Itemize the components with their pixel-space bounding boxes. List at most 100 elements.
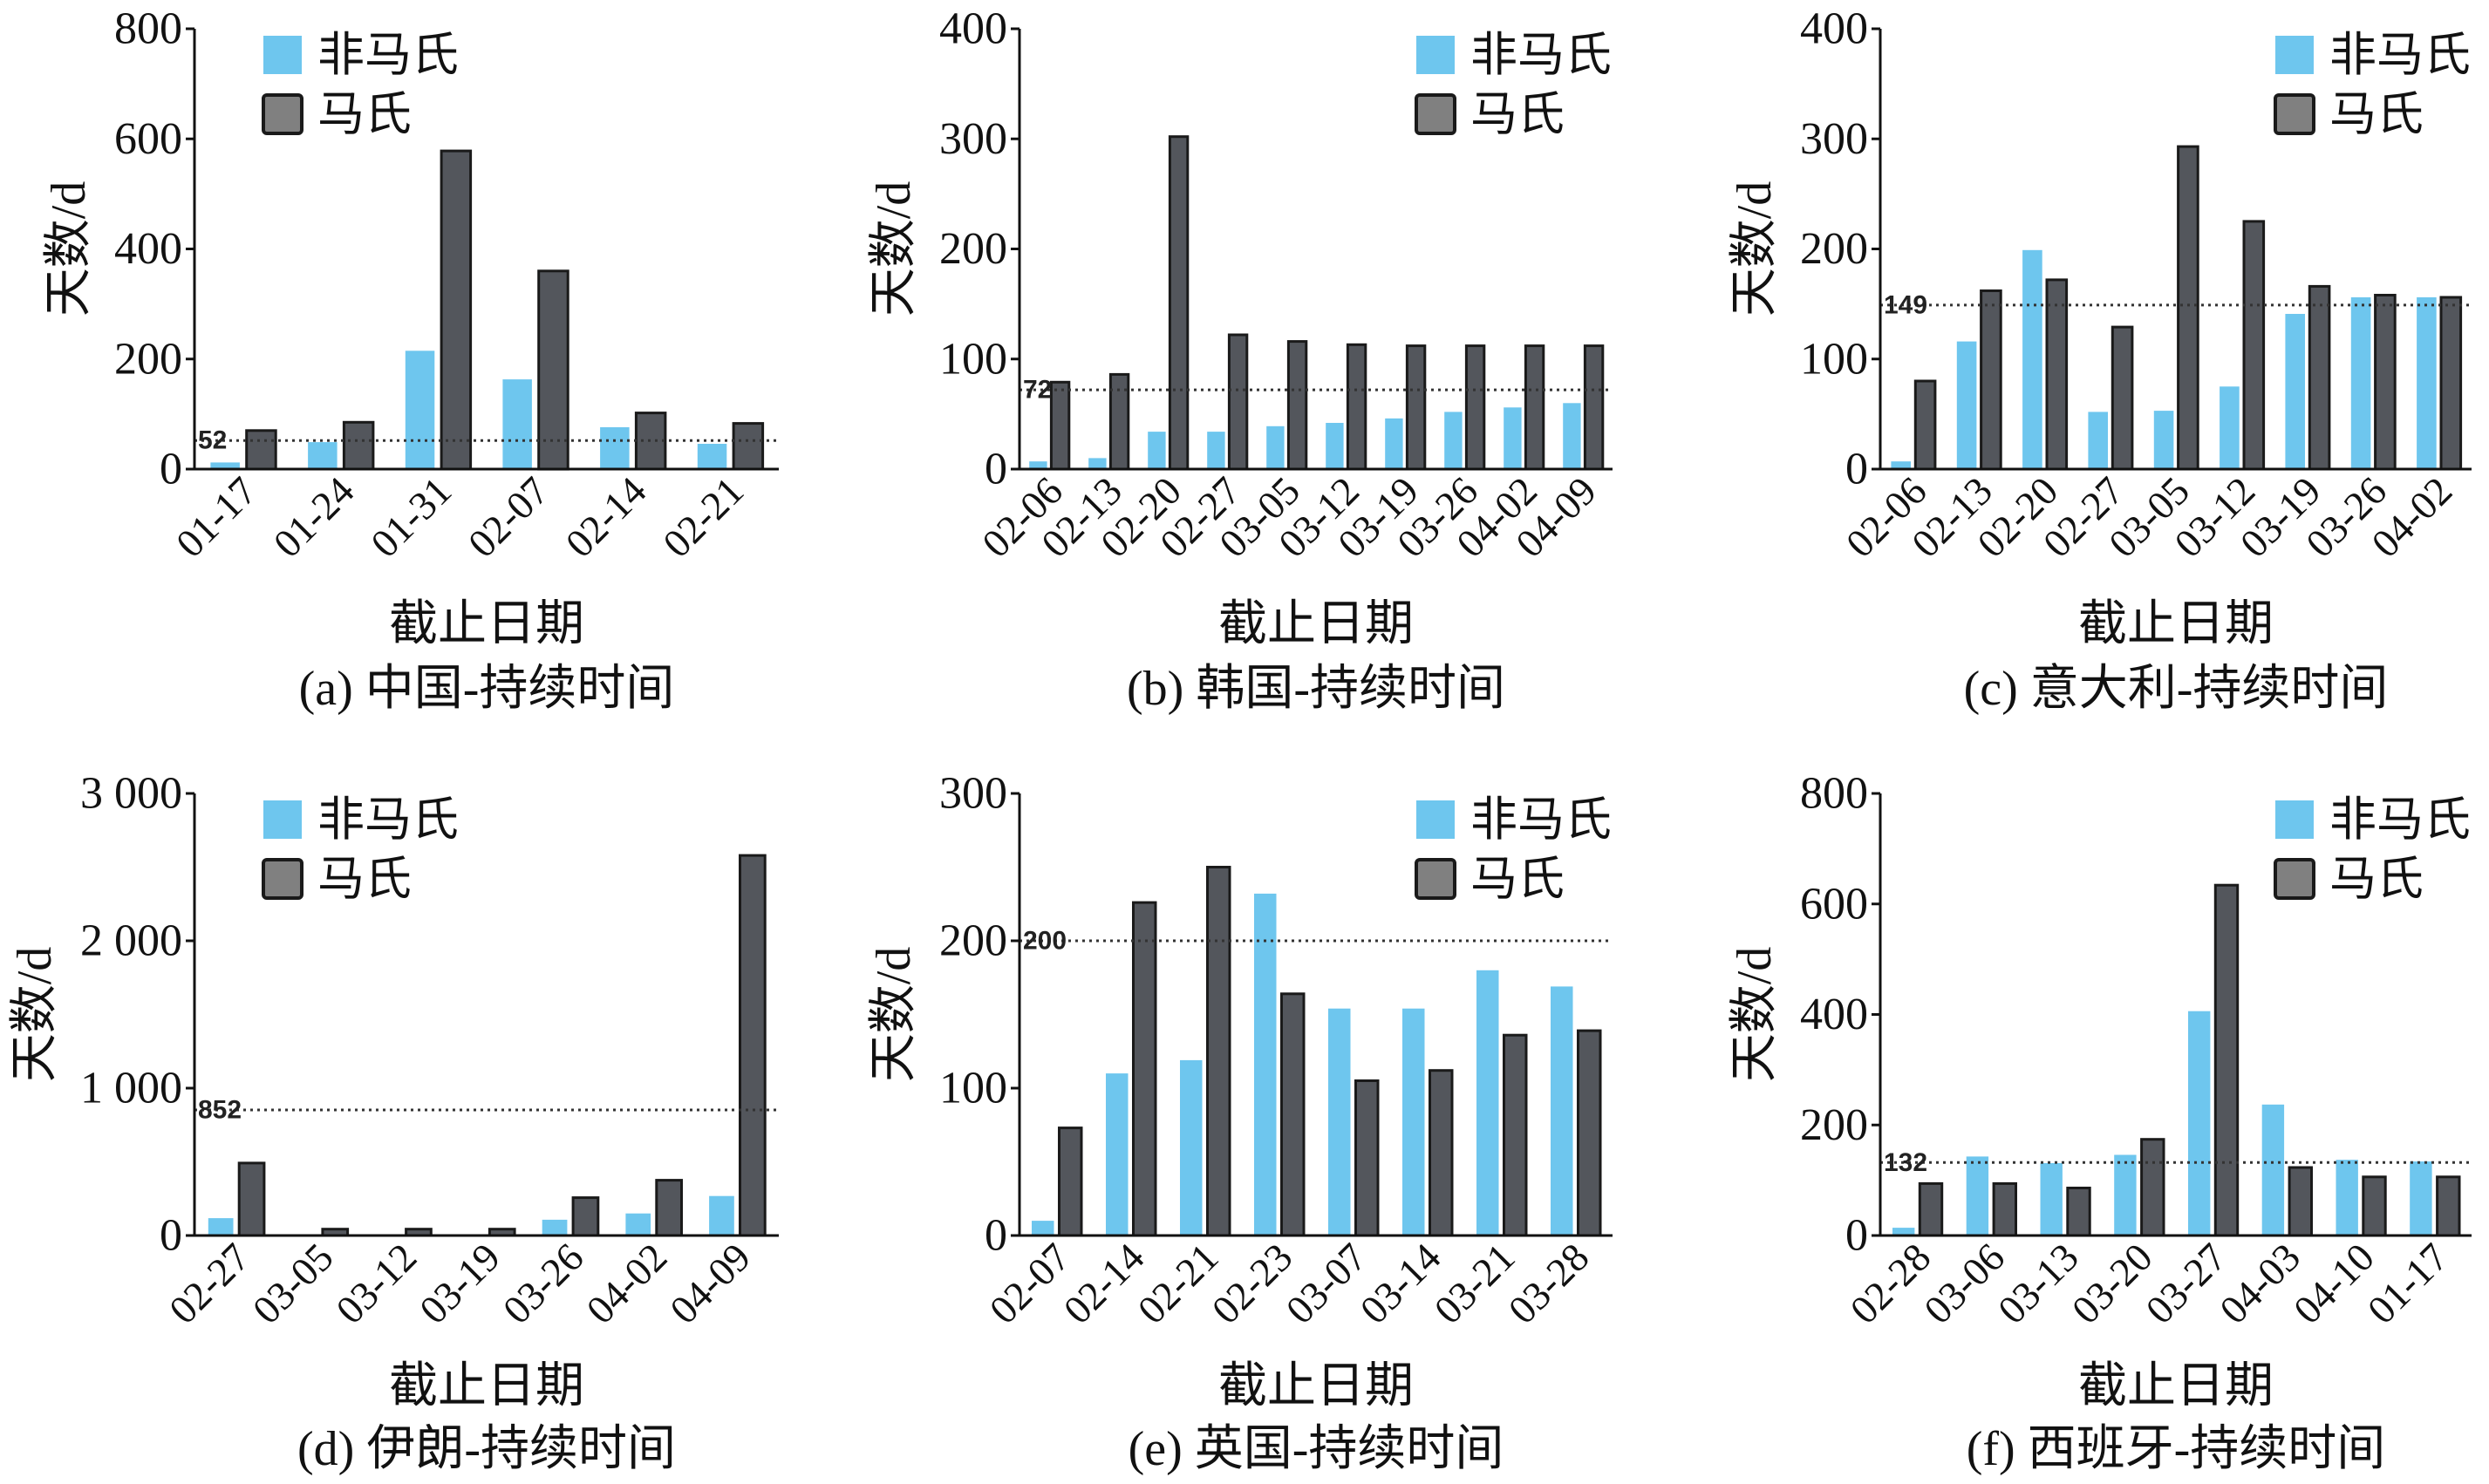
bar-non-mahalanobis-03-27 xyxy=(2188,1011,2211,1236)
legend-label: 非马氏 xyxy=(2329,793,2471,846)
bar-non-mahalanobis-04-02 xyxy=(625,1213,651,1236)
reference-line-label: 200 xyxy=(1023,927,1067,956)
bar-mahalanobis-02-27 xyxy=(1227,333,1249,471)
bars xyxy=(1892,883,2461,1237)
x-tick-label: 03-14 xyxy=(1352,1235,1449,1332)
bar-mahalanobis-02-28 xyxy=(1918,1181,1944,1237)
legend-label: 非马氏 xyxy=(317,29,459,81)
panel-c: 149010020030040002-0602-1302-2002-2703-0… xyxy=(1728,4,2472,716)
bars xyxy=(210,149,765,471)
bar-non-mahalanobis-01-31 xyxy=(405,351,435,469)
bar-non-mahalanobis-03-12 xyxy=(2220,386,2240,469)
bar-mahalanobis-01-17 xyxy=(2436,1175,2461,1237)
bars xyxy=(1029,135,1605,471)
bar-non-mahalanobis-03-14 xyxy=(1402,1008,1425,1236)
x-axis-title: 截止日期 xyxy=(2078,597,2274,651)
bar-non-mahalanobis-04-09 xyxy=(1563,403,1581,470)
bar-non-mahalanobis-04-02 xyxy=(1504,407,1522,469)
legend-swatch-mahalanobis xyxy=(262,93,303,135)
legend-swatch-non-mahalanobis xyxy=(2275,36,2314,74)
panel-caption: (d) 伊朗-持续时间 xyxy=(297,1422,676,1476)
bar-mahalanobis-03-26 xyxy=(2374,294,2397,471)
bar-mahalanobis-04-02 xyxy=(1524,344,1545,471)
x-tick-label: 02-14 xyxy=(1055,1235,1153,1332)
legend-label: 非马氏 xyxy=(2329,29,2471,81)
panel-caption: (e) 英国-持续时间 xyxy=(1129,1422,1504,1476)
y-tick-label: 100 xyxy=(1800,334,1868,384)
bar-mahalanobis-03-19 xyxy=(2308,284,2331,471)
bar-non-mahalanobis-02-27 xyxy=(2088,412,2108,469)
legend-label: 非马氏 xyxy=(1470,29,1612,81)
bar-non-mahalanobis-03-05 xyxy=(1266,425,1285,469)
x-tick-label: 04-09 xyxy=(661,1235,759,1332)
panel-f: 132020040060080002-2803-0603-1303-2003-2… xyxy=(1728,769,2472,1476)
bar-mahalanobis-02-23 xyxy=(1280,992,1306,1237)
y-tick-label: 0 xyxy=(160,445,182,494)
bar-non-mahalanobis-04-10 xyxy=(2336,1160,2358,1236)
x-axis-title: 截止日期 xyxy=(389,1359,584,1413)
bar-mahalanobis-03-06 xyxy=(1992,1181,2018,1237)
bar-non-mahalanobis-02-20 xyxy=(2022,249,2042,469)
legend-label: 马氏 xyxy=(1470,88,1565,140)
y-tick-label: 300 xyxy=(939,114,1007,164)
legend-label: 马氏 xyxy=(2329,853,2424,905)
bar-mahalanobis-02-06 xyxy=(1049,380,1071,471)
bar-non-mahalanobis-03-19 xyxy=(1385,418,1403,469)
bar-mahalanobis-02-07 xyxy=(537,269,569,471)
bar-non-mahalanobis-02-07 xyxy=(1032,1221,1054,1236)
bar-non-mahalanobis-02-06 xyxy=(1891,461,1911,469)
legend-swatch-non-mahalanobis xyxy=(263,36,302,74)
y-axis-title: 天数/d xyxy=(867,947,921,1083)
bar-non-mahalanobis-02-13 xyxy=(1956,341,1977,469)
x-tick-label: 02-23 xyxy=(1204,1235,1301,1332)
x-axis-title: 截止日期 xyxy=(1218,1359,1414,1413)
legend-swatch-non-mahalanobis xyxy=(263,800,302,839)
x-tick-label: 02-14 xyxy=(557,468,655,566)
bar-non-mahalanobis-03-26 xyxy=(1444,412,1463,469)
bar-non-mahalanobis-02-23 xyxy=(1254,893,1277,1236)
y-axis-title: 天数/d xyxy=(8,947,62,1083)
x-tick-label: 03-27 xyxy=(2138,1235,2235,1332)
reference-line-label: 852 xyxy=(198,1096,242,1125)
bar-non-mahalanobis-02-14 xyxy=(600,427,630,469)
bar-non-mahalanobis-02-27 xyxy=(1207,432,1225,469)
bar-mahalanobis-03-05 xyxy=(1286,340,1308,471)
y-axis-title: 天数/d xyxy=(1728,181,1782,317)
bar-mahalanobis-03-26 xyxy=(571,1196,600,1237)
bar-mahalanobis-01-31 xyxy=(440,149,473,471)
bar-non-mahalanobis-03-26 xyxy=(2350,297,2371,469)
x-tick-label: 01-24 xyxy=(265,468,363,566)
bar-non-mahalanobis-02-28 xyxy=(1892,1228,1915,1236)
bar-non-mahalanobis-03-26 xyxy=(542,1219,568,1236)
legend-swatch-non-mahalanobis xyxy=(1416,36,1455,74)
x-tick-label: 02-21 xyxy=(1129,1235,1227,1332)
bar-non-mahalanobis-02-13 xyxy=(1088,458,1107,469)
bar-mahalanobis-04-10 xyxy=(2362,1175,2387,1237)
y-tick-label: 200 xyxy=(1800,224,1868,274)
bar-non-mahalanobis-03-20 xyxy=(2114,1154,2137,1236)
y-tick-label: 1 000 xyxy=(80,1064,182,1113)
bar-mahalanobis-02-14 xyxy=(634,412,667,471)
bar-mahalanobis-01-24 xyxy=(342,420,375,471)
x-tick-label: 04-03 xyxy=(2211,1235,2308,1332)
bar-mahalanobis-03-27 xyxy=(2213,883,2240,1237)
bar-non-mahalanobis-01-17 xyxy=(210,462,240,469)
y-tick-label: 0 xyxy=(160,1211,182,1261)
y-tick-label: 300 xyxy=(939,769,1007,819)
y-tick-label: 0 xyxy=(985,445,1007,494)
reference-line-label: 132 xyxy=(1884,1148,1927,1177)
x-tick-label: 04-10 xyxy=(2285,1235,2383,1332)
bar-non-mahalanobis-01-24 xyxy=(308,442,338,469)
legend-label: 马氏 xyxy=(317,853,412,905)
bar-non-mahalanobis-02-21 xyxy=(697,444,727,469)
bar-mahalanobis-04-09 xyxy=(1583,344,1605,471)
x-axis-title: 截止日期 xyxy=(389,597,584,651)
legend-swatch-non-mahalanobis xyxy=(2275,800,2314,839)
x-tick-label: 04-02 xyxy=(578,1235,676,1332)
bar-mahalanobis-02-21 xyxy=(1206,866,1231,1237)
